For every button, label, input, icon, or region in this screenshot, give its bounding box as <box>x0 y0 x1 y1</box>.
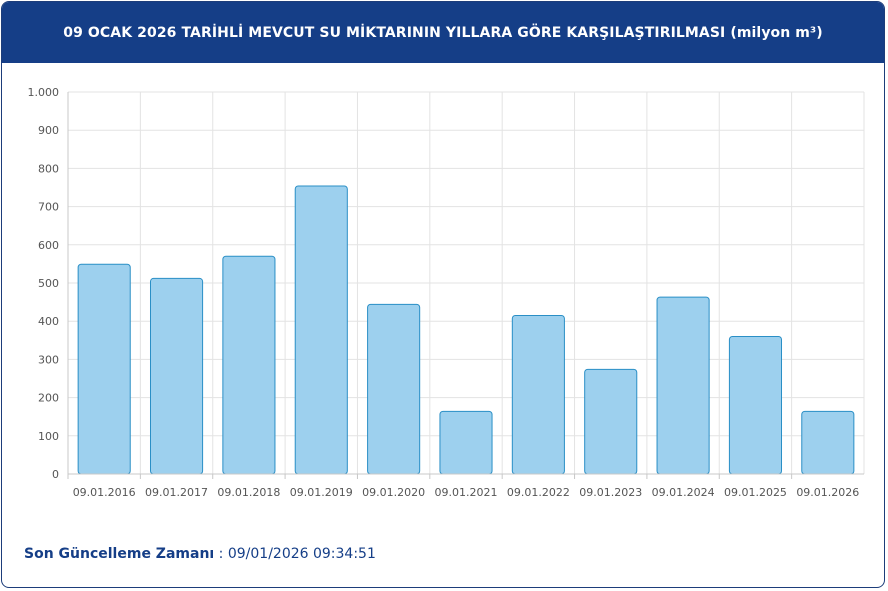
x-tick-label: 09.01.2026 <box>796 486 859 499</box>
y-tick-label: 700 <box>38 201 59 214</box>
bar <box>222 255 276 475</box>
x-tick-label: 09.01.2021 <box>435 486 498 499</box>
y-tick-label: 600 <box>38 239 59 252</box>
last-update-label: Son Güncelleme Zamanı <box>24 546 215 562</box>
y-tick-label: 200 <box>38 392 59 405</box>
y-tick-label: 800 <box>38 162 59 175</box>
bar <box>801 410 855 475</box>
bar <box>656 296 710 475</box>
x-tick-label: 09.01.2017 <box>145 486 208 499</box>
x-tick-label: 09.01.2020 <box>362 486 425 499</box>
x-tick-label: 09.01.2019 <box>290 486 353 499</box>
y-tick-label: 300 <box>38 353 59 366</box>
bar <box>149 277 204 475</box>
last-update: Son Güncelleme Zamanı : 09/01/2026 09:34… <box>24 546 376 562</box>
last-update-value: 09/01/2026 09:34:51 <box>227 546 376 562</box>
last-update-separator: : <box>214 546 228 562</box>
bar <box>294 185 348 475</box>
y-tick-label: 100 <box>38 430 59 443</box>
y-tick-label: 0 <box>52 468 59 481</box>
bar <box>511 314 565 475</box>
x-tick-label: 09.01.2023 <box>579 486 642 499</box>
y-tick-label: 400 <box>38 315 59 328</box>
x-tick-label: 09.01.2022 <box>507 486 570 499</box>
chart-title: 09 OCAK 2026 TARİHLİ MEVCUT SU MİKTARINI… <box>63 24 823 41</box>
x-tick-label: 09.01.2024 <box>652 486 715 499</box>
bar <box>367 303 421 475</box>
x-tick-label: 09.01.2016 <box>73 486 136 499</box>
y-tick-label: 500 <box>38 277 59 290</box>
bar <box>728 335 783 475</box>
y-tick-label: 1.000 <box>28 86 60 99</box>
bar <box>439 410 493 475</box>
bar-chart: 0 100 200 300 400 500 600 700 800 900 1.000 09.01.2… <box>28 86 865 499</box>
x-tick-label: 09.01.2025 <box>724 486 787 499</box>
chart-header: 09 OCAK 2026 TARİHLİ MEVCUT SU MİKTARINI… <box>2 2 884 63</box>
y-tick-label: 900 <box>38 124 59 137</box>
bar <box>584 368 638 475</box>
x-tick-label: 09.01.2018 <box>217 486 280 499</box>
bar <box>77 263 131 475</box>
